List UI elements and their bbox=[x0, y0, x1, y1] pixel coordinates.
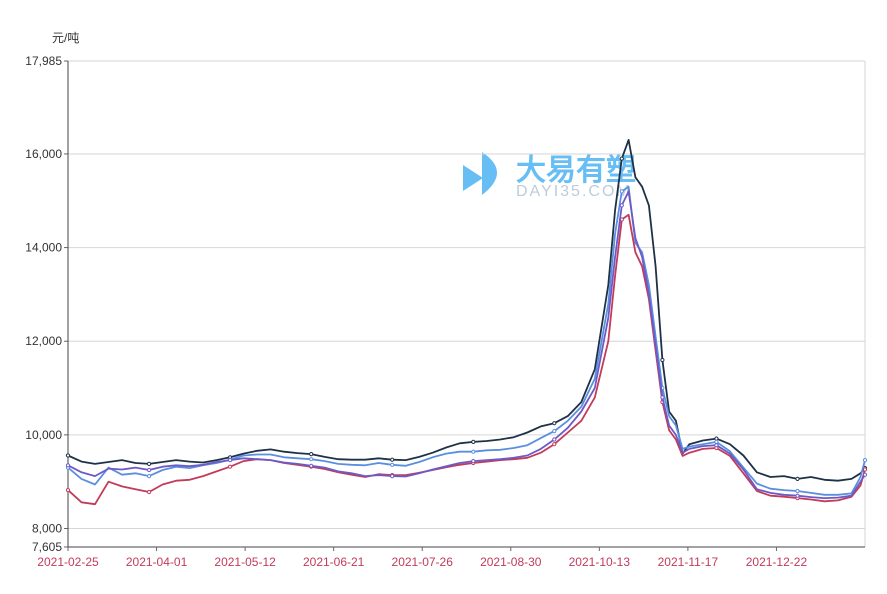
y-tick-label: 17,985 bbox=[25, 54, 62, 68]
series-4-point bbox=[390, 474, 395, 479]
series-layer bbox=[65, 138, 868, 506]
series-4-point bbox=[660, 395, 665, 400]
y-tick-label: 14,000 bbox=[25, 241, 62, 255]
y-tick-label: 7,605 bbox=[32, 540, 62, 554]
x-tick-label: 2021-04-01 bbox=[126, 555, 188, 569]
series-3-point bbox=[147, 489, 152, 495]
watermark-brand: 大易有塑 bbox=[516, 154, 636, 187]
x-tick-label: 2021-02-25 bbox=[37, 555, 99, 569]
x-tick-label: 2021-10-13 bbox=[569, 555, 631, 569]
watermark: 大易有塑 DAYI35.COM bbox=[463, 152, 636, 200]
axes: 7,605 8,000 10,000 12,000 14,000 16,000 17,985… bbox=[25, 54, 865, 569]
series-4-point bbox=[228, 458, 233, 463]
series-line-2 bbox=[67, 185, 866, 496]
watermark-logo-icon bbox=[463, 165, 483, 191]
series-1-point bbox=[309, 452, 314, 457]
y-axis-unit-label: 元/吨 bbox=[52, 31, 79, 45]
y-tick-label: 8,000 bbox=[32, 522, 62, 536]
series-2-point bbox=[390, 462, 395, 467]
series-line-3 bbox=[67, 213, 866, 506]
series-4-point bbox=[471, 459, 476, 464]
series-3-point bbox=[552, 442, 557, 447]
series-4-point bbox=[552, 437, 557, 442]
series-4-point bbox=[619, 203, 624, 208]
series-1-point bbox=[65, 453, 71, 458]
series-1-point bbox=[390, 457, 395, 462]
series-3-point bbox=[228, 464, 233, 469]
series-line-1 bbox=[67, 138, 866, 482]
series-4-point bbox=[65, 463, 71, 468]
series-4-point bbox=[862, 472, 868, 477]
series-2-point bbox=[552, 429, 557, 434]
series-2-point bbox=[619, 189, 624, 194]
series-4-point bbox=[795, 493, 800, 498]
x-tick-label: 2021-11-17 bbox=[658, 555, 719, 569]
x-tick-label: 2021-06-21 bbox=[303, 555, 365, 569]
y-tick-label: 12,000 bbox=[25, 334, 62, 348]
series-4-point bbox=[147, 467, 152, 473]
x-tick-label: 2021-07-26 bbox=[392, 555, 454, 569]
y-tick-label: 16,000 bbox=[25, 147, 62, 161]
series-3-point bbox=[65, 488, 71, 493]
grid-lines bbox=[68, 60, 866, 547]
series-1-point bbox=[795, 476, 800, 481]
series-4-point bbox=[714, 443, 719, 448]
series-3-point bbox=[862, 467, 868, 472]
x-tick-label: 2021-12-22 bbox=[746, 555, 808, 569]
series-2-point bbox=[862, 458, 868, 463]
series-2-point bbox=[714, 439, 719, 444]
series-2-point bbox=[147, 474, 152, 479]
series-1-point bbox=[471, 439, 476, 444]
series-2-point bbox=[795, 488, 800, 494]
series-line-4 bbox=[67, 190, 866, 500]
series-2-point bbox=[471, 449, 476, 454]
series-4-point bbox=[309, 463, 314, 468]
series-1-point bbox=[552, 421, 557, 426]
x-tick-label: 2021-08-30 bbox=[480, 555, 542, 569]
series-1-point bbox=[619, 156, 624, 161]
y-tick-label: 10,000 bbox=[25, 428, 62, 442]
watermark-domain: DAYI35.COM bbox=[516, 183, 632, 200]
series-1-point bbox=[147, 461, 152, 466]
series-2-point bbox=[309, 457, 314, 462]
x-tick-label: 2021-05-12 bbox=[214, 555, 276, 569]
series-1-point bbox=[660, 357, 665, 363]
series-1-point bbox=[714, 436, 719, 441]
watermark-logo-shape bbox=[482, 152, 497, 195]
